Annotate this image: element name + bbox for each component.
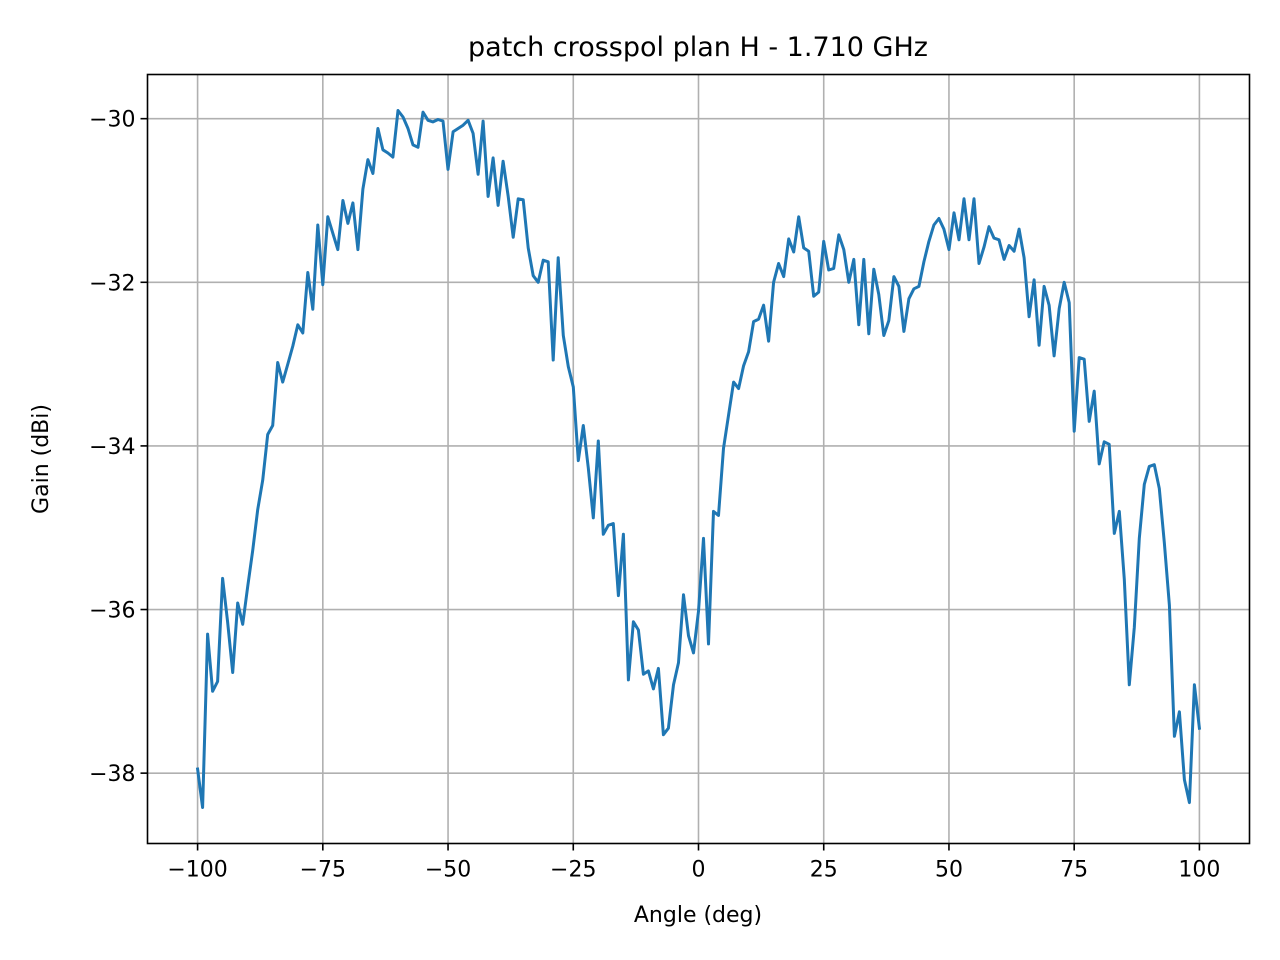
y-axis-label: Gain (dBi) (29, 404, 54, 514)
x-tick-label: 100 (1178, 858, 1220, 883)
grid-layer (147, 74, 1250, 844)
data-layer (195, 109, 1202, 809)
x-axis-label: Angle (deg) (634, 903, 762, 928)
x-tick-label: −50 (425, 858, 471, 883)
y-tick-label: −34 (89, 435, 135, 460)
x-tick-label: −100 (167, 858, 227, 883)
y-tick-label: −32 (89, 271, 135, 296)
x-tick-label: −75 (300, 858, 346, 883)
x-tick-label: 50 (935, 858, 963, 883)
x-tick-label: 0 (692, 858, 706, 883)
x-tick-label: −25 (550, 858, 596, 883)
x-tick-label: 25 (810, 858, 838, 883)
tick-layer: −100 −75 −50 −25 0 25 50 75 100 −38 −36 −34 −32 −30 (89, 108, 1220, 883)
y-tick-label: −30 (89, 108, 135, 133)
y-tick-label: −38 (89, 762, 135, 787)
series-line (195, 109, 1202, 809)
chart-title: patch crosspol plan H - 1.710 GHz (468, 32, 928, 63)
x-tick-label: 75 (1060, 858, 1088, 883)
y-tick-label: −36 (89, 599, 135, 624)
